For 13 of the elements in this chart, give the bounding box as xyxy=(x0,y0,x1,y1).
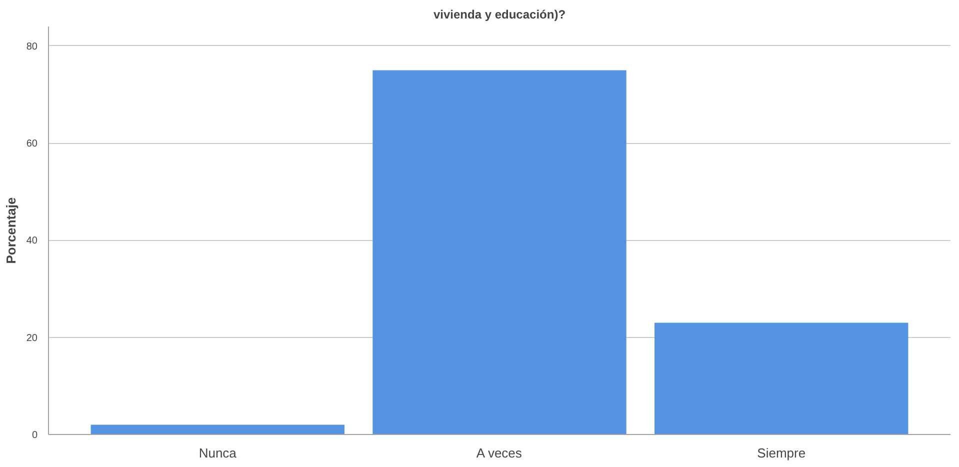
x-tick-label: A veces xyxy=(476,446,522,460)
y-tick-label: 60 xyxy=(26,138,38,150)
y-tick-label: 80 xyxy=(26,41,38,52)
chart-title: vivienda y educación)? xyxy=(433,8,566,22)
bar xyxy=(90,424,344,434)
y-tick-label: 20 xyxy=(26,332,38,344)
y-tick-label: 0 xyxy=(32,430,38,441)
x-tick-label: Siempre xyxy=(757,446,806,460)
y-axis-title: Porcentaje xyxy=(3,197,18,264)
bar xyxy=(654,322,908,434)
bar xyxy=(372,70,626,434)
y-tick-label: 40 xyxy=(26,236,38,247)
x-tick-label: Nunca xyxy=(198,446,238,460)
